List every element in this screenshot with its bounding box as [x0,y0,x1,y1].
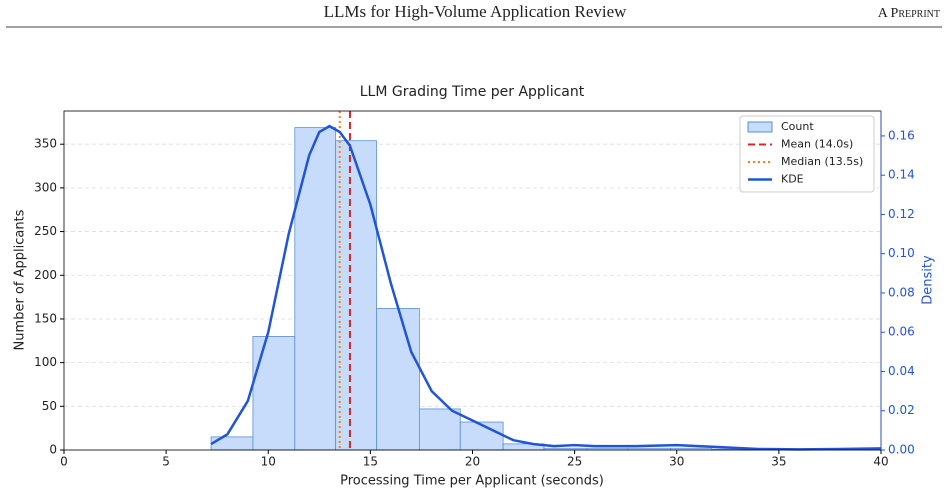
legend-label: KDE [781,173,804,186]
kde-line [210,124,882,451]
x-tick-label: 0 [60,455,68,469]
y-axis-label: Number of Applicants [13,209,28,350]
x-tick-label: 40 [873,455,888,469]
x-tick-label: 20 [465,455,480,469]
x-tick-label: 5 [162,455,170,469]
legend-label: Mean (14.0s) [781,138,853,151]
x-tick-label: 30 [669,455,684,469]
histogram-bar [210,436,254,451]
x-tick-label: 10 [261,455,276,469]
y2-tick-label: 0.14 [888,168,915,182]
running-title: LLMs for High-Volume Application Review [324,2,628,21]
y2-tick-label: 0.12 [888,207,915,221]
histogram-bar [335,140,377,451]
y-tick-label: 350 [34,137,57,151]
y-tick-label: 50 [42,399,57,413]
y2-tick-label: 0.02 [888,403,915,417]
y-tick-label: 250 [34,224,57,238]
chart-title: LLM Grading Time per Applicant [360,84,585,100]
x-axis-label: Processing Time per Applicant (seconds) [340,474,604,489]
y-tick-label: 100 [34,355,57,369]
legend-swatch [747,121,773,133]
y2-axis-label: Density [921,255,936,305]
y2-tick-label: 0.16 [888,128,915,142]
preprint-tag: A Preprint [878,6,940,21]
legend-label: Median (13.5s) [781,155,863,168]
y2-tick-label: 0.04 [888,364,915,378]
histogram-bar [294,127,337,451]
histogram-bar [252,336,296,451]
x-tick-label: 35 [771,455,786,469]
y-tick-label: 300 [34,180,57,194]
histogram-bar [459,421,504,451]
histogram-bar [376,308,420,451]
y2-tick-label: 0.08 [888,285,915,299]
histogram-bar [418,408,461,451]
legend-box [739,115,875,193]
y2-tick-label: 0.10 [888,246,915,260]
y-tick-label: 150 [34,311,57,325]
y2-tick-label: 0.06 [888,325,915,339]
x-tick-label: 25 [567,455,582,469]
legend-label: Count [781,120,814,133]
x-tick-label: 15 [363,455,378,469]
y-tick-label: 0 [49,443,57,457]
y2-tick-label: 0.00 [888,443,915,457]
y-tick-label: 200 [34,268,57,282]
